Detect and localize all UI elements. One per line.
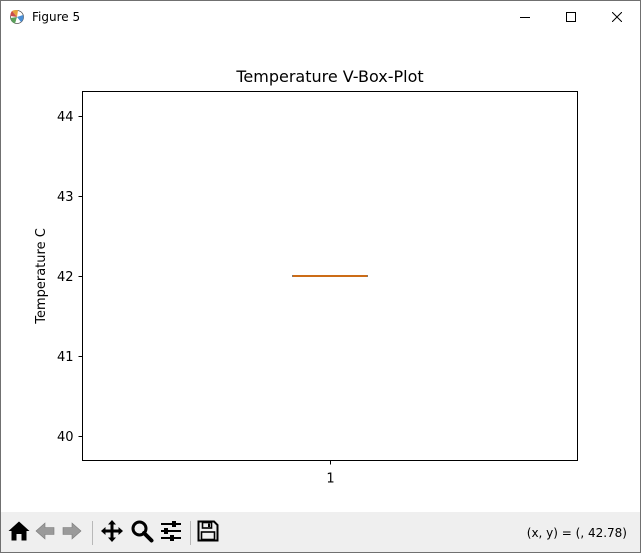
minimize-icon	[520, 12, 530, 22]
save-button[interactable]	[194, 519, 222, 547]
y-tick-label: 44	[57, 110, 74, 125]
y-tick-label: 40	[57, 430, 74, 445]
maximize-icon	[566, 12, 576, 22]
cursor-coordinates: (x, y) = (, 42.78)	[526, 526, 627, 540]
configure-subplots-icon	[159, 519, 183, 547]
pan-move-icon	[100, 519, 124, 547]
forward-arrow-icon	[60, 519, 84, 547]
maximize-button[interactable]	[548, 1, 594, 33]
close-button[interactable]	[594, 1, 640, 33]
boxplot-chart[interactable]: Temperature V-Box-Plot 40 41 42 43 44 1 Temp…	[1, 34, 640, 512]
zoom-magnifier-icon	[130, 519, 154, 547]
close-icon	[612, 12, 622, 22]
zoom-button[interactable]	[128, 519, 156, 547]
back-button[interactable]	[31, 519, 59, 547]
configure-subplots-button[interactable]	[157, 519, 185, 547]
forward-button[interactable]	[58, 519, 86, 547]
save-floppy-icon	[196, 519, 220, 547]
matplotlib-figure-icon	[9, 9, 25, 25]
figure-canvas[interactable]: Temperature V-Box-Plot 40 41 42 43 44 1 Temp…	[1, 34, 640, 512]
title-bar[interactable]: Figure 5	[1, 1, 640, 33]
y-tick-label: 42	[57, 270, 74, 285]
back-arrow-icon	[33, 519, 57, 547]
home-icon	[7, 519, 31, 547]
y-axis-label: Temperature C	[34, 228, 49, 325]
y-tick-label: 41	[57, 350, 74, 365]
window-title: Figure 5	[32, 10, 81, 24]
minimize-button[interactable]	[502, 1, 548, 33]
home-button[interactable]	[5, 519, 33, 547]
x-tick-label: 1	[326, 472, 334, 487]
navigation-toolbar: (x, y) = (, 42.78)	[1, 512, 640, 552]
y-tick-label: 43	[57, 190, 74, 205]
toolbar-separator	[92, 521, 93, 545]
chart-title: Temperature V-Box-Plot	[235, 67, 423, 86]
pan-button[interactable]	[98, 519, 126, 547]
toolbar-separator	[190, 521, 191, 545]
